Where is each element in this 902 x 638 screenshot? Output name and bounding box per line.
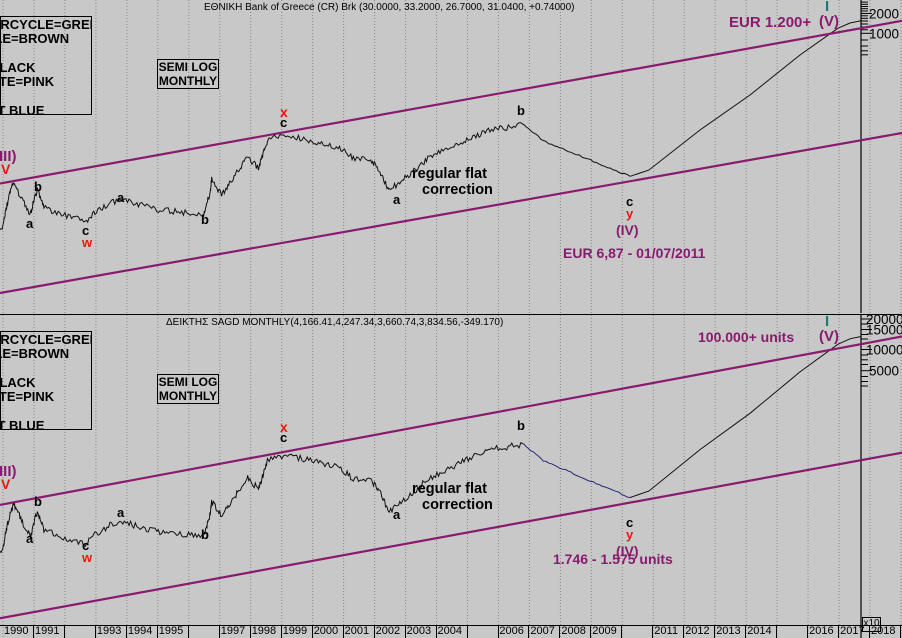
svg-text:15000: 15000 [866,323,902,338]
svg-text:1000: 1000 [869,26,899,41]
svg-text:10000: 10000 [866,343,902,358]
svg-text:2000: 2000 [869,7,899,22]
svg-text:5000: 5000 [869,364,899,379]
